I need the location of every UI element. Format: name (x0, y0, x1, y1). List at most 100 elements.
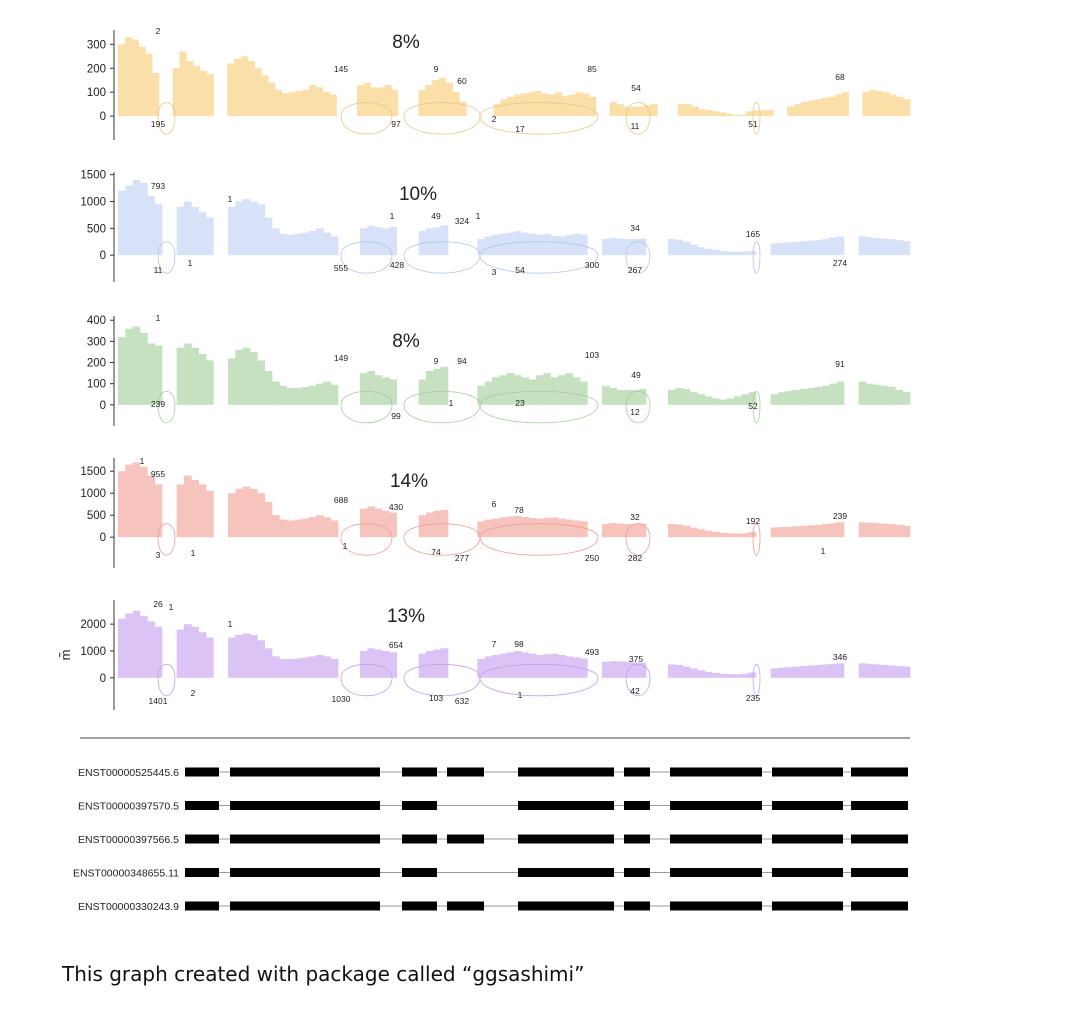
exon-block (851, 834, 908, 844)
transcript-label: ENST00000397566.5 (78, 834, 179, 846)
coverage-bar (732, 114, 740, 117)
coverage-bar (746, 111, 754, 117)
coverage-bar (572, 657, 581, 678)
junction-arc (157, 404, 176, 424)
coverage-bar (514, 375, 522, 405)
coverage-bar (272, 381, 280, 405)
coverage-bar (499, 375, 508, 405)
coverage-bar (602, 385, 610, 405)
coverage-bar (690, 392, 698, 405)
coverage-bar (739, 114, 747, 117)
percent-label: 10% (399, 184, 437, 205)
coverage-bar (895, 240, 904, 256)
coverage-bar (565, 656, 574, 678)
exon-block (624, 868, 650, 877)
coverage-bar (712, 398, 720, 405)
junction-arc (340, 102, 393, 117)
junction-count-label: 32 (630, 512, 640, 522)
coverage-bar (697, 529, 706, 538)
junction-count-label: 267 (628, 265, 642, 275)
junction-count-label: 688 (334, 495, 348, 505)
coverage-bar (609, 523, 618, 538)
exon-block (772, 834, 843, 844)
coverage-bar (301, 657, 310, 678)
coverage-bar (668, 239, 676, 256)
coverage-bar (675, 664, 684, 678)
junction-count-label: 428 (390, 260, 404, 270)
coverage-bar (316, 228, 324, 256)
junction-arc (752, 404, 761, 424)
coverage-bar (286, 659, 295, 678)
coverage-bar (698, 108, 706, 117)
coverage-bar (514, 516, 522, 538)
coverage-bar (778, 242, 786, 256)
junction-count-label: 9 (434, 64, 439, 74)
junction-arc (479, 391, 599, 405)
coverage-bar (330, 520, 339, 538)
coverage-bar (682, 241, 691, 256)
coverage-bar (543, 654, 552, 678)
coverage-bar (184, 475, 192, 538)
y-tick-label: 0 (100, 250, 106, 262)
coverage-bar (514, 650, 522, 678)
coverage-bar (131, 39, 139, 117)
coverage-bar (140, 182, 148, 256)
coverage-bar (440, 225, 449, 256)
coverage-bar (309, 85, 317, 117)
coverage-bar (367, 648, 376, 678)
coverage-bar (198, 212, 207, 256)
junction-count-label: 1 (821, 546, 826, 556)
junction-count-label: 493 (585, 647, 599, 657)
coverage-bar (822, 524, 830, 538)
junction-arc (340, 255, 393, 274)
coverage-bar (638, 388, 647, 405)
coverage-bar (288, 92, 296, 117)
coverage-bar (668, 524, 676, 538)
junction-arc (752, 537, 761, 556)
coverage-bar (580, 381, 588, 405)
junction-count-label: 7 (492, 639, 497, 649)
coverage-bar (125, 185, 134, 256)
coverage-bar (176, 629, 185, 678)
junction-count-label: 955 (151, 469, 165, 479)
coverage-bar (382, 377, 390, 405)
coverage-bar (725, 113, 733, 117)
coverage-bar (668, 664, 676, 678)
coverage-bar (880, 385, 889, 405)
coverage-bar (432, 80, 440, 117)
junction-count-label: 324 (455, 216, 469, 226)
coverage-bar (565, 373, 574, 405)
coverage-bar (650, 104, 658, 117)
junction-count-label: 26 (153, 599, 163, 609)
junction-count-label: 195 (151, 119, 165, 129)
coverage-bar (264, 502, 273, 538)
junction-arc (479, 404, 599, 424)
coverage-bar (118, 618, 126, 678)
coverage-bar (704, 396, 713, 405)
junction-count-label: 145 (334, 64, 348, 74)
coverage-bar (301, 518, 310, 538)
coverage-bar (377, 87, 385, 117)
junction-count-label: 1 (449, 398, 454, 408)
junction-count-label: 1 (476, 211, 481, 221)
coverage-bar (198, 632, 207, 678)
junction-count-label: 300 (585, 260, 599, 270)
coverage-bar (154, 484, 163, 538)
coverage-bar (445, 82, 453, 117)
junction-arc (340, 116, 393, 135)
coverage-bar (370, 87, 378, 117)
coverage-bar (228, 493, 236, 538)
junction-arc (479, 663, 599, 678)
coverage-bar (389, 226, 398, 256)
coverage-bar (186, 61, 194, 117)
coverage-bar (858, 236, 867, 256)
coverage-bar (316, 515, 324, 538)
y-tick-label: 500 (87, 510, 106, 522)
coverage-bar (682, 666, 691, 678)
coverage-bar (536, 234, 544, 256)
coverage-bar (902, 666, 911, 678)
coverage-bar (132, 610, 141, 678)
coverage-bar (125, 613, 134, 678)
coverage-bar (869, 89, 877, 117)
junction-arc (157, 537, 176, 556)
